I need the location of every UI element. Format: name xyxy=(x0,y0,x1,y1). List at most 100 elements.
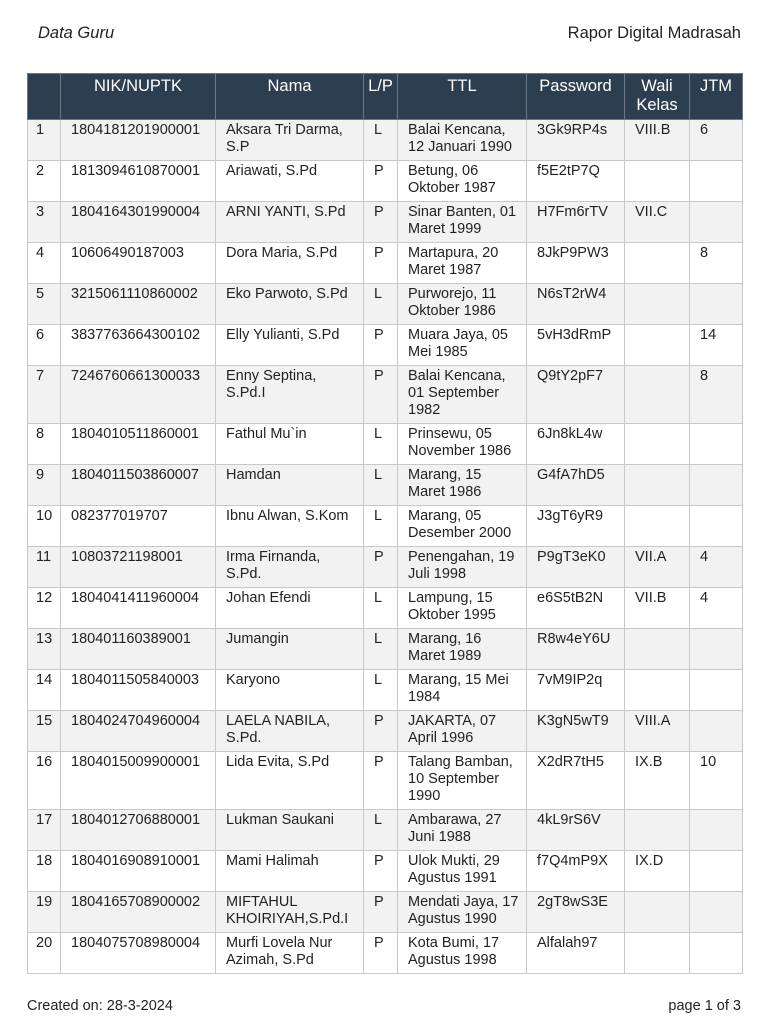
table-cell xyxy=(624,365,690,424)
table-cell: Jumangin xyxy=(215,628,364,670)
table-cell: 11 xyxy=(27,546,61,588)
table-cell: J3gT6yR9 xyxy=(526,505,625,547)
table-cell xyxy=(689,423,743,465)
header-cell xyxy=(27,73,61,120)
table-cell: Penengahan, 19 Juli 1998 xyxy=(397,546,527,588)
table-row: 14 1804011505840003 Karyono L Marang, 15 Mei… xyxy=(27,669,743,711)
header-cell: L/P xyxy=(363,73,398,120)
table-cell: L xyxy=(363,283,398,325)
table-cell: Elly Yulianti, S.Pd xyxy=(215,324,364,366)
header-row: NIK/NUPTK Nama L/P TTL Password Wali Kelas JTM xyxy=(27,73,743,120)
table-cell: IX.D xyxy=(624,850,690,892)
table-cell: P xyxy=(363,751,398,810)
table-cell: 16 xyxy=(27,751,61,810)
table-row: 4 10606490187003 Dora Maria, S.Pd P Martapur… xyxy=(27,242,743,284)
table-cell: P xyxy=(363,932,398,974)
table-cell: 15 xyxy=(27,710,61,752)
table-cell: Eko Parwoto, S.Pd xyxy=(215,283,364,325)
table-cell xyxy=(689,628,743,670)
table-row: 17 1804012706880001 Lukman Saukani L Ambaraw… xyxy=(27,809,743,851)
table-cell: Ulok Mukti, 29 Agustus 1991 xyxy=(397,850,527,892)
table-cell: L xyxy=(363,464,398,506)
table-cell: MIFTAHUL KHOIRIYAH,S.Pd.I xyxy=(215,891,364,933)
table-cell: 3215061110860002 xyxy=(60,283,216,325)
table-cell: 10 xyxy=(27,505,61,547)
table-cell: VIII.A xyxy=(624,710,690,752)
table-cell xyxy=(624,932,690,974)
table-cell xyxy=(689,809,743,851)
table-cell: VII.B xyxy=(624,587,690,629)
table-cell: Mami Halimah xyxy=(215,850,364,892)
table-cell: Marang, 15 Mei 1984 xyxy=(397,669,527,711)
table-row: 13 180401160389001 Jumangin L Marang, 16 Mar… xyxy=(27,628,743,670)
table-cell: P xyxy=(363,160,398,202)
table-cell xyxy=(689,669,743,711)
table-cell: Q9tY2pF7 xyxy=(526,365,625,424)
table-cell: L xyxy=(363,669,398,711)
table-cell: 1804075708980004 xyxy=(60,932,216,974)
table-cell: R8w4eY6U xyxy=(526,628,625,670)
table-cell: VIII.B xyxy=(624,119,690,161)
table-cell: Johan Efendi xyxy=(215,587,364,629)
table-cell: 180401160389001 xyxy=(60,628,216,670)
table-cell: e6S5tB2N xyxy=(526,587,625,629)
table-cell: P xyxy=(363,242,398,284)
table-row: 15 1804024704960004 LAELA NABILA, S.Pd. P JA… xyxy=(27,710,743,752)
table-cell: 14 xyxy=(27,669,61,711)
table-cell: Balai Kencana, 01 September 1982 xyxy=(397,365,527,424)
table-cell: K3gN5wT9 xyxy=(526,710,625,752)
table-cell: VII.C xyxy=(624,201,690,243)
table-body: 1 1804181201900001 Aksara Tri Darma, S.P L B… xyxy=(27,119,743,974)
table-cell: 14 xyxy=(689,324,743,366)
table-cell xyxy=(624,324,690,366)
table-cell: 10803721198001 xyxy=(60,546,216,588)
table-cell: VII.A xyxy=(624,546,690,588)
table-cell: Muara Jaya, 05 Mei 1985 xyxy=(397,324,527,366)
table-cell: 1804164301990004 xyxy=(60,201,216,243)
table-cell xyxy=(689,932,743,974)
table-cell: 1 xyxy=(27,119,61,161)
table-row: 16 1804015009900001 Lida Evita, S.Pd P Talan… xyxy=(27,751,743,810)
table-cell: Mendati Jaya, 17 Agustus 1990 xyxy=(397,891,527,933)
table-cell: Murfi Lovela Nur Azimah, S.Pd xyxy=(215,932,364,974)
table-cell: P xyxy=(363,365,398,424)
table-cell xyxy=(689,710,743,752)
table-cell: 1804015009900001 xyxy=(60,751,216,810)
table-cell: Martapura, 20 Maret 1987 xyxy=(397,242,527,284)
table-cell: 1804011505840003 xyxy=(60,669,216,711)
table-cell: Ariawati, S.Pd xyxy=(215,160,364,202)
table-cell: 1804016908910001 xyxy=(60,850,216,892)
table-cell: Prinsewu, 05 November 1986 xyxy=(397,423,527,465)
table-cell xyxy=(689,850,743,892)
table-cell: 4 xyxy=(27,242,61,284)
table-cell: 5 xyxy=(27,283,61,325)
table-cell: Lampung, 15 Oktober 1995 xyxy=(397,587,527,629)
table-cell: 18 xyxy=(27,850,61,892)
table-cell: 1813094610870001 xyxy=(60,160,216,202)
table-cell: LAELA NABILA, S.Pd. xyxy=(215,710,364,752)
page-number: page 1 of 3 xyxy=(668,998,741,1014)
table-cell: JAKARTA, 07 April 1996 xyxy=(397,710,527,752)
table-cell: 13 xyxy=(27,628,61,670)
table-row: 11 10803721198001 Irma Firnanda, S.Pd. P Pen… xyxy=(27,546,743,588)
table-cell: 10 xyxy=(689,751,743,810)
table-row: 20 1804075708980004 Murfi Lovela Nur Azima… xyxy=(27,932,743,974)
table-cell xyxy=(689,201,743,243)
table-cell: P xyxy=(363,201,398,243)
table-cell: 8 xyxy=(27,423,61,465)
table-cell: Karyono xyxy=(215,669,364,711)
table-cell: Sinar Banten, 01 Maret 1999 xyxy=(397,201,527,243)
table-cell xyxy=(689,160,743,202)
table-cell xyxy=(624,423,690,465)
table-cell: 4 xyxy=(689,587,743,629)
table-cell: Marang, 05 Desember 2000 xyxy=(397,505,527,547)
table-row: 10 082377019707 Ibnu Alwan, S.Kom L Marang, … xyxy=(27,505,743,547)
table-cell: IX.B xyxy=(624,751,690,810)
subtitle: Rapor Digital Madrasah xyxy=(567,24,741,42)
table-row: 1 1804181201900001 Aksara Tri Darma, S.P L B… xyxy=(27,119,743,161)
table-cell: 3Gk9RP4s xyxy=(526,119,625,161)
table-cell xyxy=(624,809,690,851)
table-cell xyxy=(689,505,743,547)
table-cell: 1804181201900001 xyxy=(60,119,216,161)
table-cell xyxy=(624,669,690,711)
